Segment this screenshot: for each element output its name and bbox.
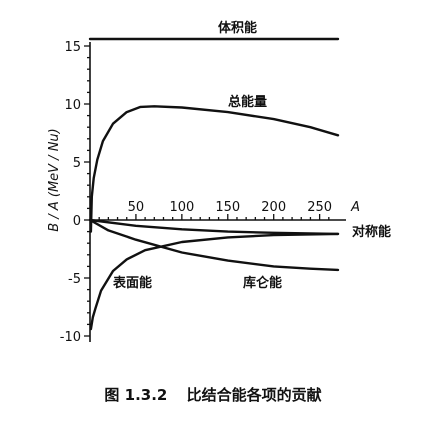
curves-group — [88, 37, 340, 331]
x-tick-label: 200 — [261, 200, 286, 215]
x-tick-label: 250 — [307, 200, 332, 215]
y-tick-label: 10 — [64, 98, 81, 113]
total-energy-label: 总能量 — [228, 94, 267, 110]
total-energy-curve — [89, 105, 340, 233]
figure-caption: 图 1.3.2 比结合能各项的贡献 — [0, 384, 426, 405]
figure-caption-text: 比结合能各项的贡献 — [186, 386, 322, 404]
y-tick-label: 15 — [64, 40, 81, 55]
surface-energy-label: 表面能 — [112, 275, 152, 291]
volume-energy-label: 体积能 — [218, 20, 257, 36]
x-tick-label: 150 — [215, 200, 240, 215]
y-tick-label: 0 — [73, 214, 81, 229]
coulomb-energy-label: 库仑能 — [243, 275, 282, 291]
surface-energy-curve — [89, 232, 340, 331]
coulomb-energy-curve — [88, 218, 340, 272]
x-tick-label: 100 — [169, 200, 194, 215]
axes-group — [84, 42, 346, 342]
figure-number: 图 1.3.2 — [104, 386, 168, 404]
y-axis-label: B / A (MeV / Nu) — [47, 128, 62, 231]
y-tick-label: 5 — [73, 156, 81, 171]
x-axis-label: A — [350, 200, 360, 215]
symmetry-energy-curve — [88, 218, 340, 236]
y-tick-label: -10 — [60, 330, 81, 345]
y-tick-label: -5 — [68, 272, 81, 287]
x-tick-label: 50 — [128, 200, 145, 215]
symmetry-energy-label: 对称能 — [352, 224, 391, 240]
